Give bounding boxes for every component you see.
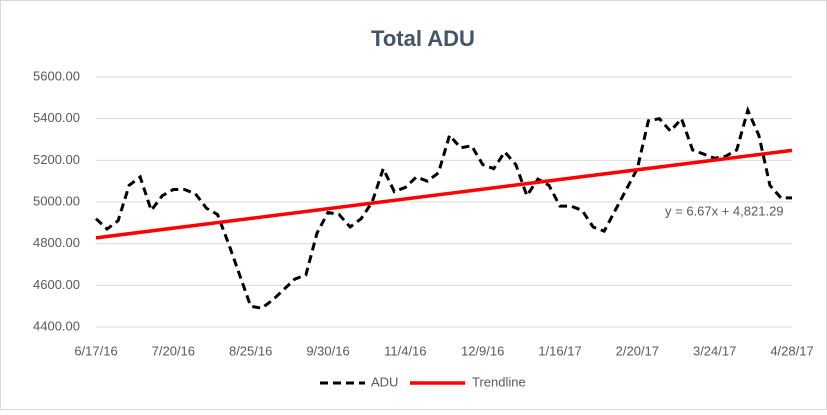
x-tick-label: 9/30/16 [306, 343, 349, 358]
y-tick-label: 4600.00 [33, 277, 80, 292]
y-tick-label: 5200.00 [33, 152, 80, 167]
x-tick-label: 3/24/17 [693, 343, 736, 358]
data-line [94, 105, 792, 310]
legend-label: Trendline [472, 374, 526, 389]
trendline-equation: y = 6.67x + 4,821.29 [665, 203, 784, 218]
x-tick-label: 12/9/16 [461, 343, 504, 358]
x-tick-label: 2/20/17 [616, 343, 659, 358]
x-tick-label: 1/16/17 [538, 343, 581, 358]
y-tick-label: 5600.00 [33, 68, 80, 83]
y-tick-label: 5400.00 [33, 110, 80, 125]
x-tick-label: 4/28/17 [770, 343, 813, 358]
x-tick-label: 7/20/16 [152, 343, 195, 358]
x-tick-label: 8/25/16 [229, 343, 272, 358]
y-tick-label: 5000.00 [33, 193, 80, 208]
chart-title: Total ADU [371, 26, 475, 51]
trendline [95, 148, 793, 240]
x-tick-label: 11/4/16 [384, 343, 426, 358]
x-tick-label: 6/17/16 [74, 343, 117, 358]
y-tick-label: 4400.00 [33, 318, 80, 333]
legend-label: ADU [371, 374, 398, 389]
y-tick-label: 4800.00 [33, 235, 80, 250]
